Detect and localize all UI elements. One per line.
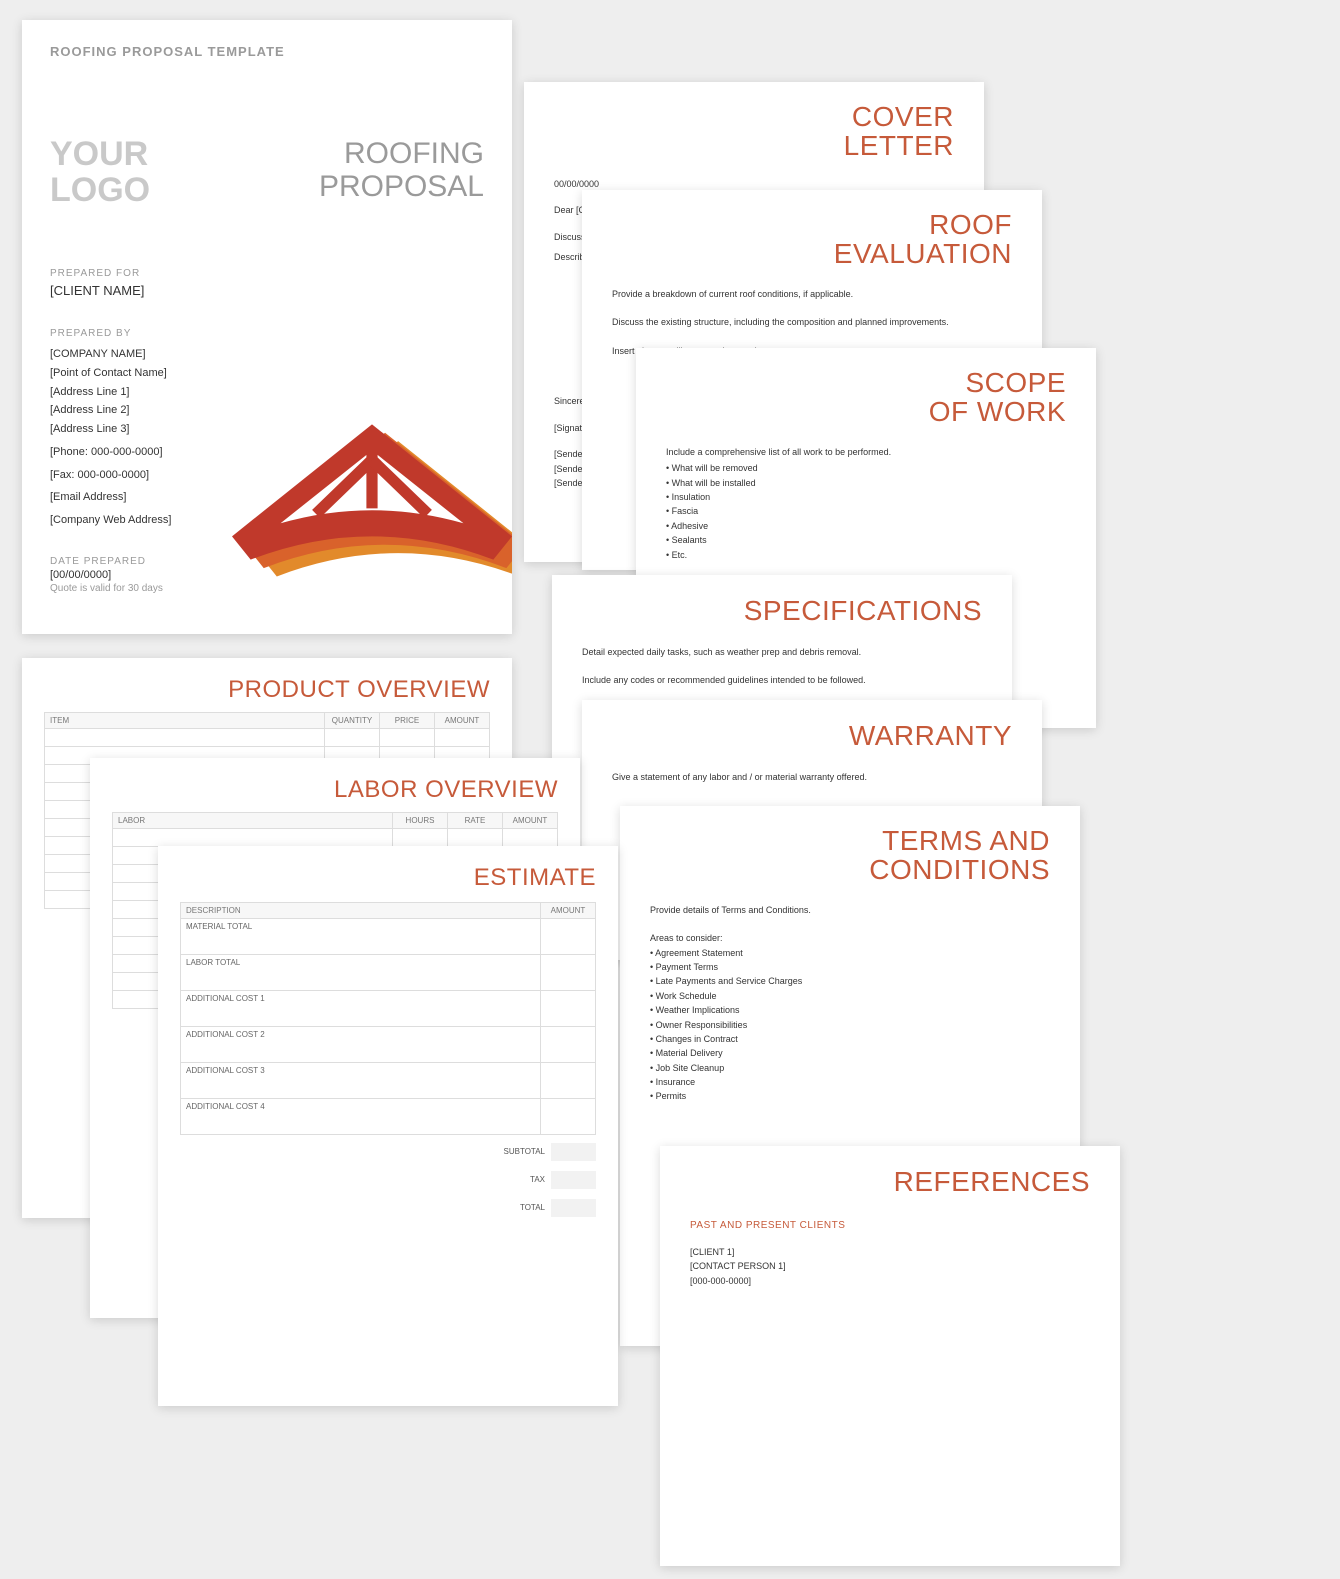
- table-header: RATE: [448, 813, 503, 829]
- cover-header: ROOFING PROPOSAL TEMPLATE: [50, 44, 484, 59]
- list-item: • Insulation: [666, 490, 1066, 504]
- estimate-title: ESTIMATE: [180, 864, 596, 892]
- list-item: • What will be removed: [666, 461, 1066, 475]
- validity: Quote is valid for 30 days: [50, 583, 484, 594]
- scope-title: SCOPE OF WORK: [666, 368, 1066, 427]
- total-label: TOTAL: [520, 1203, 545, 1212]
- prepared-for-label: PREPARED FOR: [50, 268, 484, 279]
- warranty-title: WARRANTY: [612, 720, 1012, 752]
- re-p1: Provide a breakdown of current roof cond…: [612, 287, 1012, 301]
- list-item: • Agreement Statement: [650, 946, 1050, 960]
- logo-line2: LOGO: [50, 173, 150, 209]
- client-name: [CLIENT NAME]: [50, 283, 484, 298]
- table-header: AMOUNT: [541, 903, 596, 919]
- terms-intro: Provide details of Terms and Conditions.: [650, 903, 1050, 917]
- table-row: ADDITIONAL COST 1: [181, 991, 596, 1027]
- scope-items: • What will be removed• What will be ins…: [666, 461, 1066, 562]
- list-item: • Weather Implications: [650, 1003, 1050, 1017]
- references-page: REFERENCES PAST AND PRESENT CLIENTS [CLI…: [660, 1146, 1120, 1566]
- warranty-p1: Give a statement of any labor and / or m…: [612, 770, 1012, 784]
- cover-page: ROOFING PROPOSAL TEMPLATE YOUR LOGO ROOF…: [22, 20, 512, 634]
- list-item: • What will be installed: [666, 476, 1066, 490]
- table-header: DESCRIPTION: [181, 903, 541, 919]
- logo-placeholder: YOUR LOGO: [50, 137, 150, 208]
- list-item: • Fascia: [666, 504, 1066, 518]
- list-item: • Job Site Cleanup: [650, 1061, 1050, 1075]
- re-p2: Discuss the existing structure, includin…: [612, 315, 1012, 329]
- list-item: • Material Delivery: [650, 1046, 1050, 1060]
- subtotal-label: SUBTOTAL: [504, 1147, 546, 1156]
- specs-p1: Detail expected daily tasks, such as wea…: [582, 645, 982, 659]
- cl-date: 00/00/0000: [554, 177, 954, 191]
- estimate-table: DESCRIPTION AMOUNT MATERIAL TOTALLABOR T…: [180, 902, 596, 1135]
- list-item: • Permits: [650, 1089, 1050, 1103]
- total-box: [551, 1199, 596, 1217]
- table-row: [45, 729, 490, 747]
- list-item: • Insurance: [650, 1075, 1050, 1089]
- terms-items: • Agreement Statement• Payment Terms• La…: [650, 946, 1050, 1104]
- product-title: PRODUCT OVERVIEW: [44, 676, 490, 704]
- estimate-page: ESTIMATE DESCRIPTION AMOUNT MATERIAL TOT…: [158, 846, 618, 1406]
- roof-truss-icon: [232, 414, 512, 584]
- list-item: • Sealants: [666, 533, 1066, 547]
- tax-label: TAX: [530, 1175, 545, 1184]
- title-line2: PROPOSAL: [319, 170, 484, 203]
- cover-title: ROOFING PROPOSAL: [319, 137, 484, 208]
- list-item: • Owner Responsibilities: [650, 1018, 1050, 1032]
- roof-eval-title: ROOF EVALUATION: [612, 210, 1012, 269]
- estimate-totals: SUBTOTAL TAX TOTAL: [504, 1143, 597, 1227]
- table-row: [113, 829, 558, 847]
- list-item: • Changes in Contract: [650, 1032, 1050, 1046]
- contact-name: [Point of Contact Name]: [50, 364, 484, 383]
- ref-phone: [000-000-0000]: [690, 1274, 1090, 1288]
- cover-letter-title: COVER LETTER: [554, 102, 954, 161]
- specs-title: SPECIFICATIONS: [582, 595, 982, 627]
- company-name: [COMPANY NAME]: [50, 345, 484, 364]
- table-row: ADDITIONAL COST 3: [181, 1063, 596, 1099]
- labor-title: LABOR OVERVIEW: [112, 776, 558, 804]
- terms-title: TERMS AND CONDITIONS: [650, 826, 1050, 885]
- title-line1: ROOFING: [319, 137, 484, 170]
- table-header: ITEM: [45, 713, 325, 729]
- table-header: QUANTITY: [325, 713, 380, 729]
- table-row: LABOR TOTAL: [181, 955, 596, 991]
- references-title: REFERENCES: [690, 1166, 1090, 1198]
- logo-line1: YOUR: [50, 137, 150, 173]
- list-item: • Etc.: [666, 548, 1066, 562]
- specs-p2: Include any codes or recommended guideli…: [582, 673, 982, 687]
- table-row: MATERIAL TOTAL: [181, 919, 596, 955]
- list-item: • Work Schedule: [650, 989, 1050, 1003]
- subtotal-box: [551, 1143, 596, 1161]
- list-item: • Late Payments and Service Charges: [650, 974, 1050, 988]
- list-item: • Payment Terms: [650, 960, 1050, 974]
- table-header: PRICE: [380, 713, 435, 729]
- table-row: ADDITIONAL COST 4: [181, 1099, 596, 1135]
- table-header: LABOR: [113, 813, 393, 829]
- table-header: AMOUNT: [435, 713, 490, 729]
- ref-client: [CLIENT 1]: [690, 1245, 1090, 1259]
- terms-areas-label: Areas to consider:: [650, 931, 1050, 945]
- list-item: • Adhesive: [666, 519, 1066, 533]
- tax-box: [551, 1171, 596, 1189]
- table-header: AMOUNT: [503, 813, 558, 829]
- table-header: HOURS: [393, 813, 448, 829]
- references-subtitle: PAST AND PRESENT CLIENTS: [690, 1220, 1090, 1231]
- table-row: ADDITIONAL COST 2: [181, 1027, 596, 1063]
- scope-intro: Include a comprehensive list of all work…: [666, 445, 1066, 459]
- ref-contact: [CONTACT PERSON 1]: [690, 1259, 1090, 1273]
- address1: [Address Line 1]: [50, 383, 484, 402]
- prepared-by-label: PREPARED BY: [50, 328, 484, 339]
